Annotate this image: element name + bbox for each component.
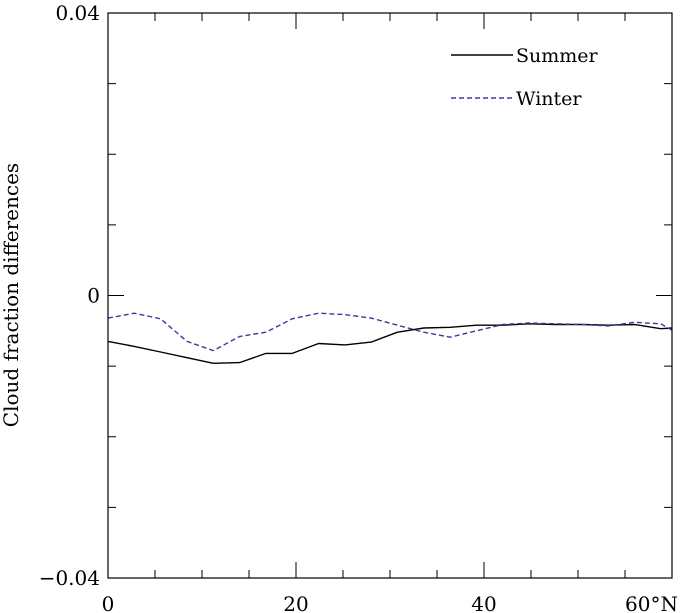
legend-label-winter: Winter xyxy=(516,88,582,110)
x-tick-label: 60°N xyxy=(625,592,678,613)
y-tick-label: 0 xyxy=(87,284,100,308)
series-line-winter xyxy=(107,312,673,352)
plot-frame xyxy=(107,12,673,579)
legend-label-summer: Summer xyxy=(516,45,599,67)
legend: Summer Winter xyxy=(451,45,599,110)
x-tick-label: 20 xyxy=(283,592,308,613)
series-line-summer xyxy=(107,323,673,364)
y-axis-title: Cloud fraction differences xyxy=(0,163,23,427)
series-layer xyxy=(107,312,673,364)
y-tick-label: 0.04 xyxy=(55,1,100,25)
tick-labels: 0 20 40 60°N0.040−0.04 xyxy=(39,1,678,613)
y-tick-label: −0.04 xyxy=(39,566,100,590)
minor-ticks xyxy=(108,13,672,578)
x-tick-label: 40 xyxy=(471,592,496,613)
major-ticks xyxy=(107,12,673,579)
x-tick-label: 0 xyxy=(102,592,115,613)
